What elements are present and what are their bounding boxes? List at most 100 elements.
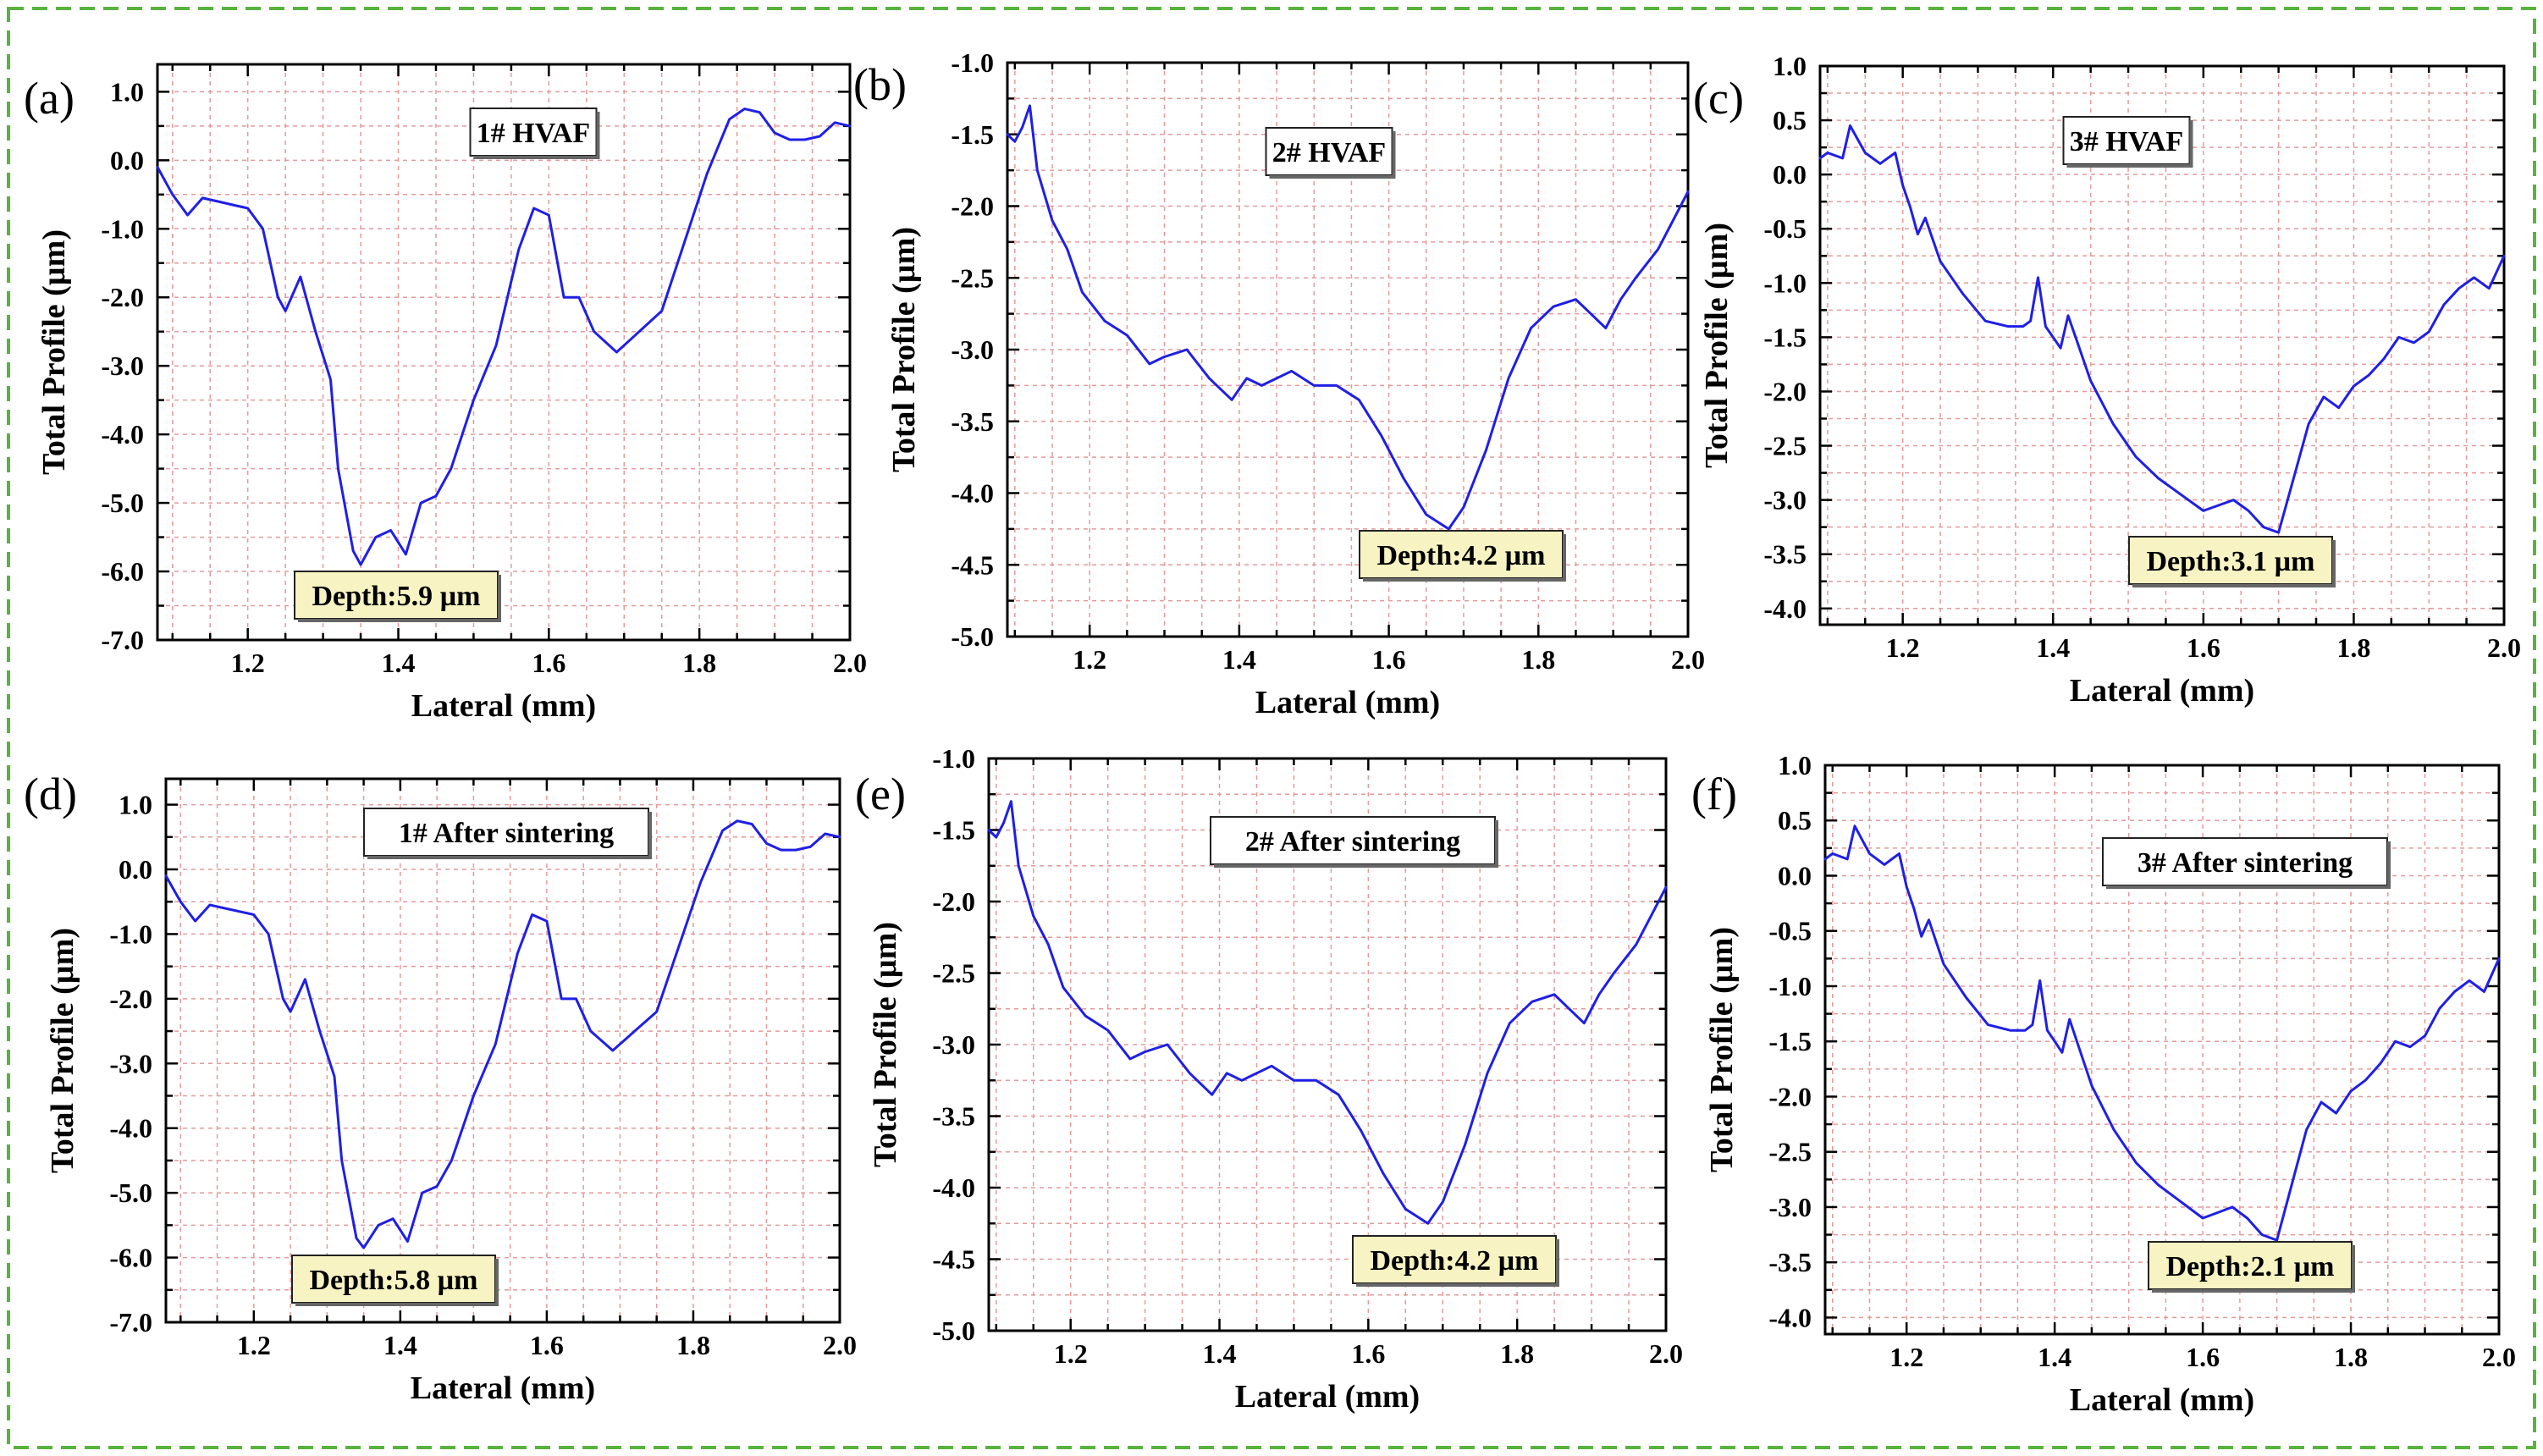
annotation-box-shadow-side <box>2332 540 2336 587</box>
x-tick-label: 1.2 <box>231 648 265 678</box>
axes-frame <box>156 63 852 642</box>
x-tick-label: 1.2 <box>1054 1338 1088 1369</box>
x-tick-label: 1.6 <box>1351 1338 1385 1369</box>
chart-title: 3# HVAF <box>2062 116 2193 168</box>
y-axis-label: Total Profile (µm) <box>886 227 922 472</box>
y-tick-label: -2.0 <box>951 191 994 222</box>
annotation-text: Depth:2.1 µm <box>2165 1251 2334 1282</box>
y-tick-label: -3.5 <box>932 1101 975 1132</box>
y-tick-label: -1.5 <box>932 815 975 846</box>
title-box <box>2062 116 2191 165</box>
y-tick-label: -4.0 <box>101 419 144 449</box>
y-tick-label: 0.0 <box>119 854 152 885</box>
depth-annotation: Depth:3.1 µm <box>2128 536 2336 587</box>
chart-title-text: 2# After sintering <box>1245 826 1460 858</box>
annotation-box <box>2148 1241 2353 1290</box>
x-tick-label: 1.4 <box>382 648 416 678</box>
depth-annotation: Depth:4.2 µm <box>1359 530 1566 582</box>
annotation-box-shadow-side <box>1556 1239 1559 1287</box>
y-tick-label: -3.5 <box>951 406 994 437</box>
x-tick-label: 1.6 <box>2187 632 2220 663</box>
y-tick-label: -7.0 <box>101 625 144 655</box>
y-tick-label: -5.0 <box>109 1177 152 1208</box>
y-tick-label: -1.0 <box>109 918 152 949</box>
annotation-box <box>294 571 499 620</box>
y-tick-label: -4.0 <box>932 1172 975 1203</box>
y-tick-label: -4.5 <box>951 549 994 580</box>
y-tick-label: -4.0 <box>109 1113 152 1144</box>
y-tick-label: 1.0 <box>1778 750 1812 780</box>
chart-title: 2# After sintering <box>1210 816 1498 868</box>
x-tick-label: 1.8 <box>676 1330 710 1360</box>
chart-title-text: 3# After sintering <box>2138 847 2353 879</box>
annotation-text: Depth:5.9 µm <box>312 581 480 612</box>
chart-panel-c: (c) 1.2 1.4 1.6 1.8 2.0 1.0 0.5 0.0 -0.5 -1.0 -1.5 -… <box>1693 51 2521 709</box>
x-axis-label: Lateral (mm) <box>2070 673 2254 709</box>
x-tick-label: 2.0 <box>2482 1342 2516 1372</box>
x-tick-label: 2.0 <box>833 648 867 678</box>
y-tick-label: -1.5 <box>1763 322 1807 352</box>
y-tick-label: -1.5 <box>1768 1026 1812 1056</box>
x-tick-label: 1.4 <box>383 1330 417 1360</box>
title-box <box>2102 837 2388 886</box>
panel-letter: (e) <box>855 769 906 819</box>
depth-annotation: Depth:5.8 µm <box>291 1255 499 1306</box>
grid <box>166 779 841 1323</box>
annotation-text: Depth:3.1 µm <box>2146 546 2314 577</box>
x-tick-label: 1.2 <box>1886 632 1920 663</box>
title-box <box>363 808 649 857</box>
y-tick-label: 1.0 <box>110 76 144 107</box>
y-tick-label: 0.5 <box>1778 805 1812 836</box>
y-tick-label: 1.0 <box>119 790 152 820</box>
y-axis-label: Total Profile (µm) <box>1699 223 1735 468</box>
y-tick-label: -3.0 <box>1763 485 1807 516</box>
annotation-box-shadow <box>2152 1289 2355 1293</box>
panel-letter: (c) <box>1693 73 1744 124</box>
x-tick-label: 2.0 <box>1671 644 1705 675</box>
figure-border <box>7 7 2536 1449</box>
chart-panel-b: (b) 1.2 1.4 1.6 1.8 2.0 -1.0 -1.5 -2.0 -2.5 -3.0 -3… <box>853 47 1705 720</box>
y-tick-label: -1.0 <box>1768 971 1812 1001</box>
y-tick-label: -1.0 <box>1763 267 1807 298</box>
y-axis-label: Total Profile (µm) <box>45 928 80 1173</box>
y-tick-label: -2.0 <box>109 984 152 1014</box>
panel-letter: (f) <box>1691 769 1737 819</box>
title-box-shadow-side <box>1495 820 1498 868</box>
y-tick-label: -3.5 <box>1768 1247 1812 1277</box>
annotation-box-shadow-side <box>2352 1245 2355 1293</box>
x-axis-label: Lateral (mm) <box>1255 685 1440 720</box>
x-tick-label: 1.8 <box>2334 1342 2368 1372</box>
y-tick-label: -4.5 <box>932 1244 975 1275</box>
chart-title-text: 1# HVAF <box>477 118 590 149</box>
annotation-box-shadow <box>1363 578 1566 582</box>
annotation-box <box>1352 1235 1557 1284</box>
y-axis-label: Total Profile (µm) <box>36 229 72 475</box>
y-tick-label: -6.0 <box>109 1243 152 1273</box>
y-tick-label: -3.0 <box>951 334 994 365</box>
annotation-box-shadow <box>298 619 501 622</box>
y-tick-label: -2.5 <box>1768 1137 1812 1167</box>
annotation-text: Depth:5.8 µm <box>309 1265 477 1296</box>
chart-panel-a: (a) 1.2 1.4 1.6 1.8 2.0 1.0 0.0 -1.0 -2.0 -3.0 -4.0… <box>24 63 867 724</box>
x-tick-label: 1.2 <box>1889 1342 1923 1372</box>
x-tick-label: 1.4 <box>1222 644 1256 675</box>
y-axis-label: Total Profile (µm) <box>868 922 903 1167</box>
panel-letter: (d) <box>24 769 77 819</box>
y-axis-label: Total Profile (µm) <box>1704 927 1740 1172</box>
title-box-shadow <box>2106 885 2391 889</box>
y-tick-label: 0.0 <box>110 145 144 175</box>
x-tick-label: 1.6 <box>1372 644 1406 675</box>
x-axis-label: Lateral (mm) <box>1235 1379 1420 1415</box>
title-box-shadow <box>1214 864 1498 868</box>
x-tick-label: 1.8 <box>2336 632 2370 663</box>
title-box <box>1210 816 1496 865</box>
x-axis-label: Lateral (mm) <box>2070 1382 2254 1418</box>
y-tick-label: -2.5 <box>951 262 994 293</box>
y-tick-label: -3.0 <box>109 1048 152 1078</box>
chart-title: 1# HVAF <box>469 108 600 159</box>
chart-panel-f: (f) 1.2 1.4 1.6 1.8 2.0 1.0 0.5 0.0 -0.5 -1.0 -1.5 -… <box>1691 750 2516 1418</box>
x-tick-label: 1.8 <box>682 648 716 678</box>
y-tick-label: 1.0 <box>1773 51 1807 81</box>
annotation-box-shadow-side <box>495 1259 499 1306</box>
